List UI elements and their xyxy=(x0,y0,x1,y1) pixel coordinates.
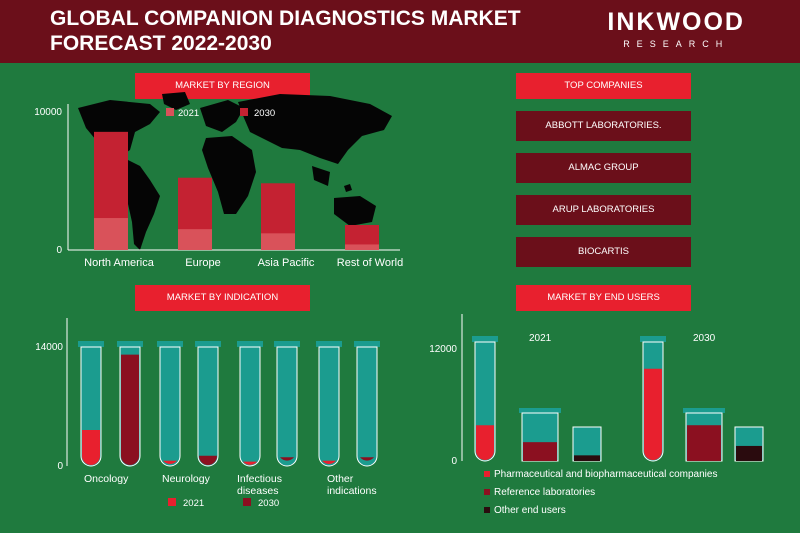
legend-label-2030: 2030 xyxy=(258,498,279,509)
x-tick-label: Infectious diseases xyxy=(237,473,282,497)
group-label: 2030 xyxy=(693,333,716,344)
y-tick-label: 0 xyxy=(56,245,62,256)
page-title: GLOBAL COMPANION DIAGNOSTICS MARKET FORE… xyxy=(50,7,521,55)
jar-fill xyxy=(574,455,600,461)
beaker-rim xyxy=(683,408,725,413)
beaker-fill xyxy=(687,425,721,461)
y-tick-label: 10000 xyxy=(34,107,62,118)
x-tick-label: Rest of World xyxy=(337,257,403,269)
legend-swatch-2030 xyxy=(243,498,251,506)
brand-logo: INKWOOD RESEARCH xyxy=(607,8,745,49)
tube-fill xyxy=(163,460,177,465)
tube-body xyxy=(318,346,340,467)
tube-rim xyxy=(157,341,183,347)
tube-fill xyxy=(644,368,662,460)
tube-rim xyxy=(237,341,263,347)
jar-fill xyxy=(736,445,762,461)
beaker-rim xyxy=(519,408,561,413)
legend-swatch-2021 xyxy=(168,498,176,506)
legend-label: Reference laboratories xyxy=(494,487,595,498)
legend-swatch-2030 xyxy=(240,108,248,116)
brand-name: INKWOOD xyxy=(607,8,745,36)
tube-body xyxy=(239,346,261,467)
tube-body xyxy=(276,346,298,467)
x-tick-label: North America xyxy=(84,257,155,269)
legend-swatch xyxy=(484,489,490,495)
bar-2021 xyxy=(261,233,295,250)
company-item: BIOCARTIS xyxy=(516,237,691,267)
tube-fill xyxy=(360,457,374,461)
world-map-icon xyxy=(78,92,392,250)
tube-fill xyxy=(199,455,217,465)
x-tick-label: Asia Pacific xyxy=(258,257,315,269)
bar-2021 xyxy=(94,218,128,250)
legend-swatch-2021 xyxy=(166,108,174,116)
tube-rim xyxy=(195,341,221,347)
group-label: 2021 xyxy=(529,333,552,344)
x-tick-label: Oncology xyxy=(84,473,129,485)
y-tick-label: 0 xyxy=(451,456,457,467)
company-item: ALMAC GROUP xyxy=(516,153,691,183)
legend-label: Other end users xyxy=(494,505,566,516)
section-title-companies: TOP COMPANIES xyxy=(516,73,691,99)
company-item: ARUP LABORATORIES xyxy=(516,195,691,225)
header-bar: GLOBAL COMPANION DIAGNOSTICS MARKET FORE… xyxy=(0,0,800,63)
tube-rim xyxy=(78,341,104,347)
tube-fill xyxy=(280,457,294,461)
legend-swatch xyxy=(484,507,490,513)
legend-label-2021: 2021 xyxy=(178,108,199,119)
tube-rim xyxy=(316,341,342,347)
section-title-end-users: MARKET BY END USERS xyxy=(516,285,691,311)
legend-label: Pharmaceutical and biopharmaceutical com… xyxy=(494,469,717,480)
company-item: ABBOTT LABORATORIES. xyxy=(516,111,691,141)
tube-body xyxy=(197,346,219,467)
tube-fill xyxy=(322,460,336,465)
y-tick-label: 12000 xyxy=(429,344,457,355)
tube-body xyxy=(159,346,181,467)
tube-rim xyxy=(640,336,666,342)
x-tick-label: Other indications xyxy=(327,473,377,497)
beaker-fill xyxy=(523,442,557,461)
x-tick-label: Europe xyxy=(185,257,220,269)
legend-label-2021: 2021 xyxy=(183,498,204,509)
x-tick-label: Neurology xyxy=(162,473,211,485)
y-tick-label: 0 xyxy=(57,461,63,472)
y-tick-label: 14000 xyxy=(35,342,63,353)
tube-fill xyxy=(82,430,100,465)
tube-rim xyxy=(472,336,498,342)
legend-swatch xyxy=(484,471,490,477)
tube-fill xyxy=(476,425,494,460)
tube-fill xyxy=(243,461,257,465)
tube-rim xyxy=(117,341,143,347)
bar-2021 xyxy=(178,229,212,250)
tube-rim xyxy=(354,341,380,347)
tube-rim xyxy=(274,341,300,347)
brand-subtitle: RESEARCH xyxy=(623,39,730,49)
legend-label-2030: 2030 xyxy=(254,108,275,119)
tube-fill xyxy=(121,354,139,465)
section-title-indication: MARKET BY INDICATION xyxy=(135,285,310,311)
tube-body xyxy=(356,346,378,467)
bar-2021 xyxy=(345,244,379,250)
